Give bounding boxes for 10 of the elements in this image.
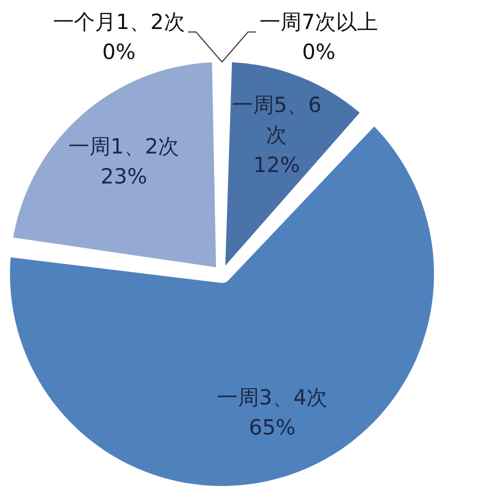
slice-label: 一周1、2次 [68, 134, 180, 159]
slice-label: 一周5、6次 [232, 93, 322, 148]
data-label: 23% [100, 164, 148, 189]
category-label: 一个月1、2次 [53, 10, 185, 34]
text: 0% [302, 40, 336, 64]
category-label: 一周7次以上 [260, 10, 378, 34]
data-label: 65% [248, 416, 296, 440]
text: 0% [102, 40, 136, 64]
slice-label: 一周3、4次 [216, 386, 328, 410]
data-label: 12% [253, 153, 300, 178]
